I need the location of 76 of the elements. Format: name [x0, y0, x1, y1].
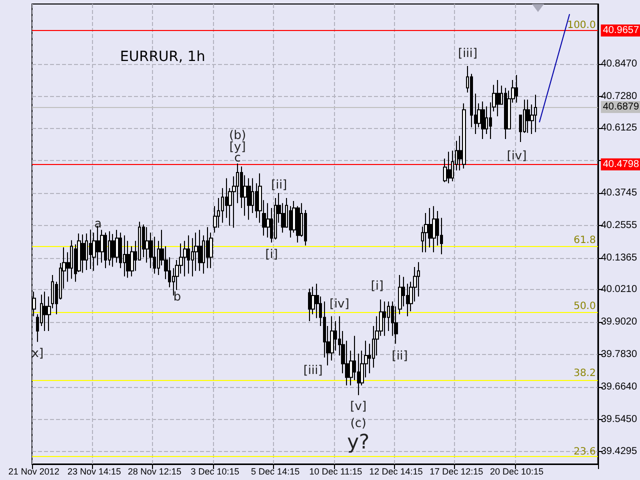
candlestick	[43, 291, 47, 332]
annotation: [v]	[350, 398, 367, 413]
candlestick	[308, 288, 311, 322]
candlestick	[153, 236, 156, 274]
annotation: [ii]	[392, 348, 408, 363]
candlestick	[89, 229, 92, 270]
candlestick	[383, 300, 386, 336]
annotation: [i]	[265, 247, 278, 262]
candlestick	[274, 197, 277, 240]
candlestick	[504, 87, 507, 140]
x-tick-label: 21 Nov 2012	[8, 466, 60, 476]
x-tick-label: 10 Dec 11:15	[309, 466, 362, 476]
candlestick	[266, 202, 270, 238]
annotation: [iii]	[303, 362, 323, 377]
candlestick	[398, 274, 402, 315]
y-tick-label: 40.6125	[600, 122, 638, 134]
annotation: (c)	[350, 416, 366, 430]
y-tick-label: 39.4295	[600, 446, 638, 457]
annotation: [iv]	[330, 296, 350, 311]
annotation: 38.2	[574, 368, 596, 379]
annotation: [iii]	[458, 46, 478, 60]
candlestick	[123, 234, 126, 277]
candlestick	[81, 234, 85, 274]
y-tick-label: 40.1365	[600, 252, 638, 264]
candlestick	[534, 94, 537, 133]
candlestick	[485, 106, 488, 135]
y-tick-label: 39.5450	[600, 414, 638, 426]
candlestick	[104, 232, 107, 269]
x-tick-label: 20 Dec 10:15	[490, 466, 544, 476]
candlestick	[496, 79, 500, 117]
x-tick-label: 3 Dec 10:15	[190, 466, 240, 476]
y-tick-label: 39.9020	[600, 316, 638, 328]
candlestick	[424, 212, 428, 253]
x-tick-label: 12 Dec 14:15	[369, 466, 423, 476]
annotation: 61.8	[574, 234, 596, 246]
x-tick-label: 23 Nov 14:15	[67, 466, 122, 476]
annotation: [iv]	[506, 148, 527, 163]
candlestick	[526, 99, 530, 134]
candlestick	[187, 234, 190, 274]
x-tick-label: 17 Dec 12:15	[430, 466, 484, 476]
annotation: 100.0	[567, 20, 596, 32]
annotation: b	[173, 290, 182, 304]
annotation: x]	[32, 346, 44, 360]
annotation: [i]	[370, 278, 384, 293]
ref-line-label: 40.4798	[602, 158, 640, 170]
candlestick	[247, 178, 251, 220]
annotation: [ii]	[271, 177, 288, 192]
candlestick	[85, 232, 88, 271]
annotation: 23.6	[574, 446, 596, 458]
candlestick	[515, 74, 518, 104]
y-tick-label: 40.0210	[600, 284, 638, 296]
annotation: [y]	[229, 140, 246, 154]
candlestick	[70, 240, 73, 280]
candlestick	[111, 234, 115, 268]
annotation: (b)	[229, 128, 246, 142]
candlestick	[198, 229, 202, 272]
annotation: 50.0	[574, 300, 596, 312]
y-tick-label: 39.7830	[600, 349, 638, 360]
x-tick-label: 28 Nov 12:15	[128, 466, 182, 476]
text: EURRUR, 1h	[120, 49, 206, 65]
y-tick-label: 40.8470	[600, 58, 638, 70]
x-tick-label: 5 Dec 14:15	[251, 466, 300, 476]
candlestick	[481, 101, 485, 140]
candlestick	[417, 262, 420, 298]
ref-line-label: 40.9657	[602, 24, 640, 36]
candlestick	[394, 306, 398, 344]
y-tick-label: 40.2555	[600, 220, 638, 232]
candlestick	[462, 102, 466, 169]
candlestick	[432, 206, 436, 253]
candlestick	[108, 230, 111, 266]
annotation: y?	[347, 429, 370, 454]
y-tick-label: 39.6640	[600, 382, 638, 393]
ref-line-label: 40.6879	[602, 101, 640, 112]
y-tick-label: 40.3745	[600, 188, 638, 199]
candlestick	[447, 151, 451, 184]
y-tick-label: 40.7280	[600, 91, 638, 102]
